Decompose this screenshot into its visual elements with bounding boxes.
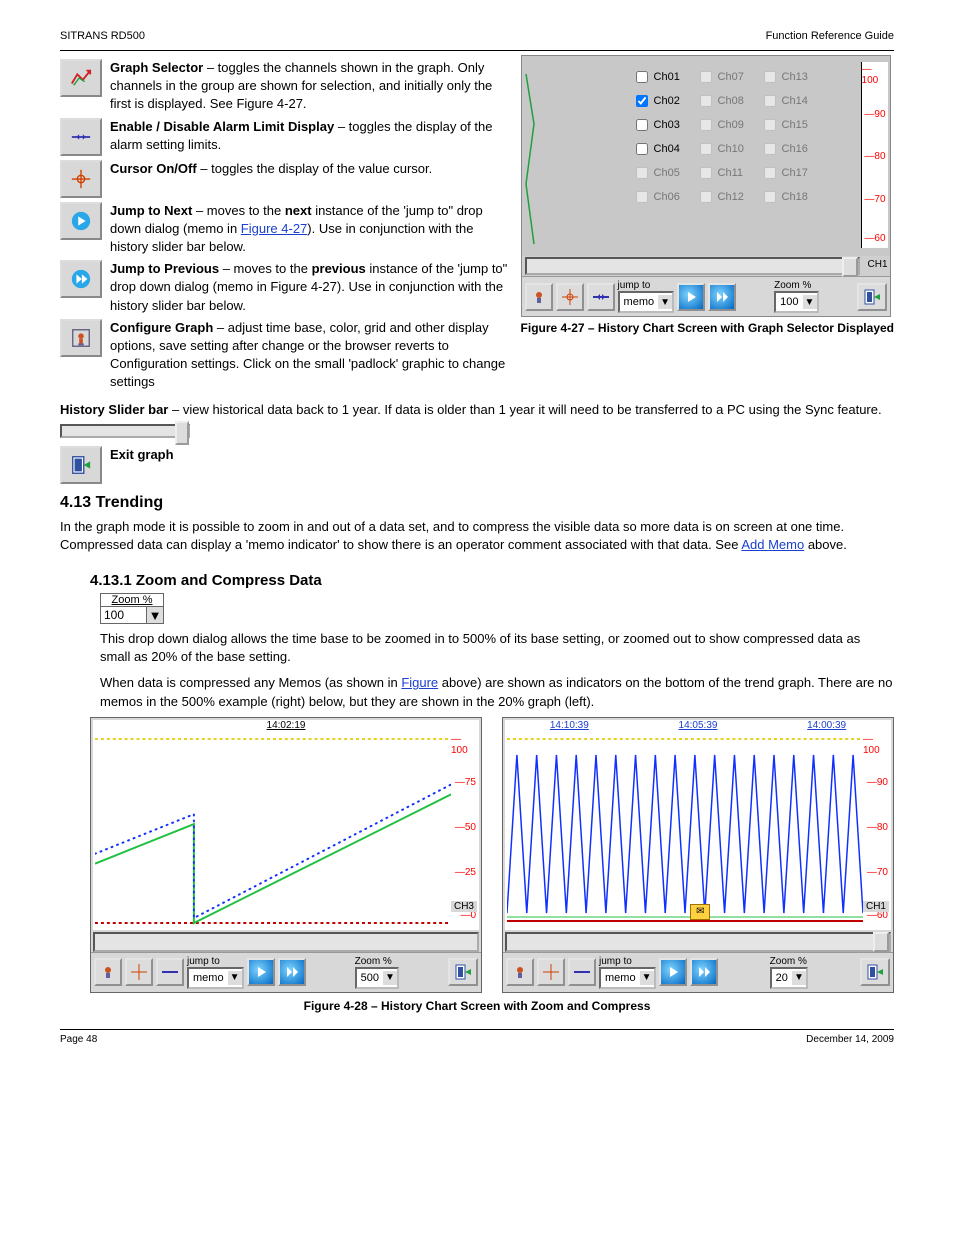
graph-selector-icon: [60, 59, 102, 97]
channel-checkbox-ch05: Ch05: [632, 162, 690, 184]
exit-graph-text: Exit graph: [110, 446, 174, 464]
channel-checkbox-ch11: Ch11: [696, 162, 754, 184]
cursor-icon: [60, 160, 102, 198]
jmp-sel-l[interactable]: memo▼: [187, 967, 244, 989]
header-rule: [60, 50, 894, 51]
config-graph-text: Configure Graph – adjust time base, colo…: [110, 319, 511, 392]
channel-checkbox-ch18: Ch18: [760, 186, 818, 208]
zoom-sel-l[interactable]: 500▼: [355, 967, 399, 989]
cur-tbtn-r[interactable]: [537, 958, 565, 986]
nxt-l[interactable]: [247, 958, 275, 986]
figure-4-27: Ch01 Ch07 Ch13 Ch02 Ch08 Ch14 Ch03 Ch09 Ch15 Ch04…: [521, 55, 894, 335]
channel-checkbox-ch14: Ch14: [760, 90, 818, 112]
lim-tbtn-l[interactable]: [156, 958, 184, 986]
footer-right: December 14, 2009: [806, 1034, 894, 1045]
footer-left: Page 48: [60, 1034, 97, 1045]
chart-zoom-20: 14:10:39 14:05:39 14:00:39 —100 —90 —80 …: [502, 717, 894, 993]
header-right: Function Reference Guide: [766, 30, 894, 42]
history-slider-text: History Slider bar – view historical dat…: [60, 401, 882, 419]
channel-checkbox-ch03[interactable]: Ch03: [632, 114, 690, 136]
exit-l[interactable]: [448, 958, 478, 986]
jump-next-link[interactable]: Figure 4-27: [241, 221, 307, 236]
channel-checkbox-ch06: Ch06: [632, 186, 690, 208]
zoom-select[interactable]: 100▼: [774, 291, 818, 313]
zoom-dropdown-icon[interactable]: ▼: [147, 607, 163, 623]
channel-checkbox-ch09: Ch09: [696, 114, 754, 136]
sub-p2: When data is compressed any Memos (as sh…: [100, 674, 894, 710]
section-title: 4.13 Trending: [60, 494, 894, 512]
channel-checkbox-ch15: Ch15: [760, 114, 818, 136]
prv-r[interactable]: [690, 958, 718, 986]
header-left: SITRANS RD500: [60, 30, 145, 42]
alarm-limit-icon: [60, 118, 102, 156]
config-graph-icon: [60, 319, 102, 357]
jump-prev-tbtn[interactable]: [708, 283, 736, 311]
jump-prev-text: Jump to Previous – moves to the previous…: [110, 260, 511, 315]
memo-indicator-icon[interactable]: ✉: [690, 904, 710, 920]
jumpto-select[interactable]: memo▼: [618, 291, 675, 313]
jump-next-tbtn[interactable]: [677, 283, 705, 311]
jmp-sel-r[interactable]: memo▼: [599, 967, 656, 989]
lim-tbtn-r[interactable]: [568, 958, 596, 986]
cursor-tbtn[interactable]: [556, 283, 584, 311]
jumpto-label: jump to: [618, 280, 651, 291]
channel-checkbox-ch10: Ch10: [696, 138, 754, 160]
channel-checkbox-ch02[interactable]: Ch02: [632, 90, 690, 112]
scrollbar-right[interactable]: [505, 932, 891, 952]
fig27-caption: Figure 4-27 – History Chart Screen with …: [521, 321, 894, 335]
nxt-r[interactable]: [659, 958, 687, 986]
prv-l[interactable]: [278, 958, 306, 986]
jump-next-text: Jump to Next – moves to the next instanc…: [110, 202, 511, 257]
alarm-limit-text: Enable / Disable Alarm Limit Display – t…: [110, 118, 511, 154]
exit-r[interactable]: [860, 958, 890, 986]
figure-link[interactable]: Figure: [401, 675, 438, 690]
history-slider[interactable]: [60, 420, 190, 442]
jump-next-icon: [60, 202, 102, 240]
zoom-label: Zoom %: [774, 280, 811, 291]
subsection-title: 4.13.1 Zoom and Compress Data: [90, 572, 894, 589]
zoom-widget: Zoom % 100▼: [100, 593, 164, 624]
sub-p1: This drop down dialog allows the time ba…: [100, 630, 894, 666]
channel-checkbox-ch12: Ch12: [696, 186, 754, 208]
channel-checkbox-ch04[interactable]: Ch04: [632, 138, 690, 160]
limits-tbtn[interactable]: [587, 283, 615, 311]
exit-graph-icon: [60, 446, 102, 484]
channel-checkbox-ch08: Ch08: [696, 90, 754, 112]
scrollbar-left[interactable]: [93, 932, 479, 952]
exit-tbtn[interactable]: [857, 283, 887, 311]
addmemo-link[interactable]: Add Memo: [741, 537, 804, 552]
channel-checkbox-ch01[interactable]: Ch01: [632, 66, 690, 88]
channel-checkbox-ch13: Ch13: [760, 66, 818, 88]
cfg-tbtn-l[interactable]: [94, 958, 122, 986]
config-tbtn[interactable]: [525, 283, 553, 311]
channel-checkbox-ch16: Ch16: [760, 138, 818, 160]
channel-checkbox-ch17: Ch17: [760, 162, 818, 184]
cursor-text: Cursor On/Off – toggles the display of t…: [110, 160, 432, 178]
fig28-caption: Figure 4-28 – History Chart Screen with …: [60, 999, 894, 1013]
channel-label: CH1: [868, 259, 888, 270]
cfg-tbtn-r[interactable]: [506, 958, 534, 986]
footer-rule: [60, 1029, 894, 1030]
chart-zoom-500: 14:02:19 —100 —75 —50 —25 —0 CH3: [90, 717, 482, 993]
graph-selector-text: Graph Selector – toggles the channels sh…: [110, 59, 511, 114]
history-scrollbar[interactable]: [525, 257, 860, 275]
section-para: In the graph mode it is possible to zoom…: [60, 518, 894, 554]
zoom-sel-r[interactable]: 20▼: [770, 967, 808, 989]
channel-checkbox-ch07: Ch07: [696, 66, 754, 88]
jump-prev-icon: [60, 260, 102, 298]
cur-tbtn-l[interactable]: [125, 958, 153, 986]
